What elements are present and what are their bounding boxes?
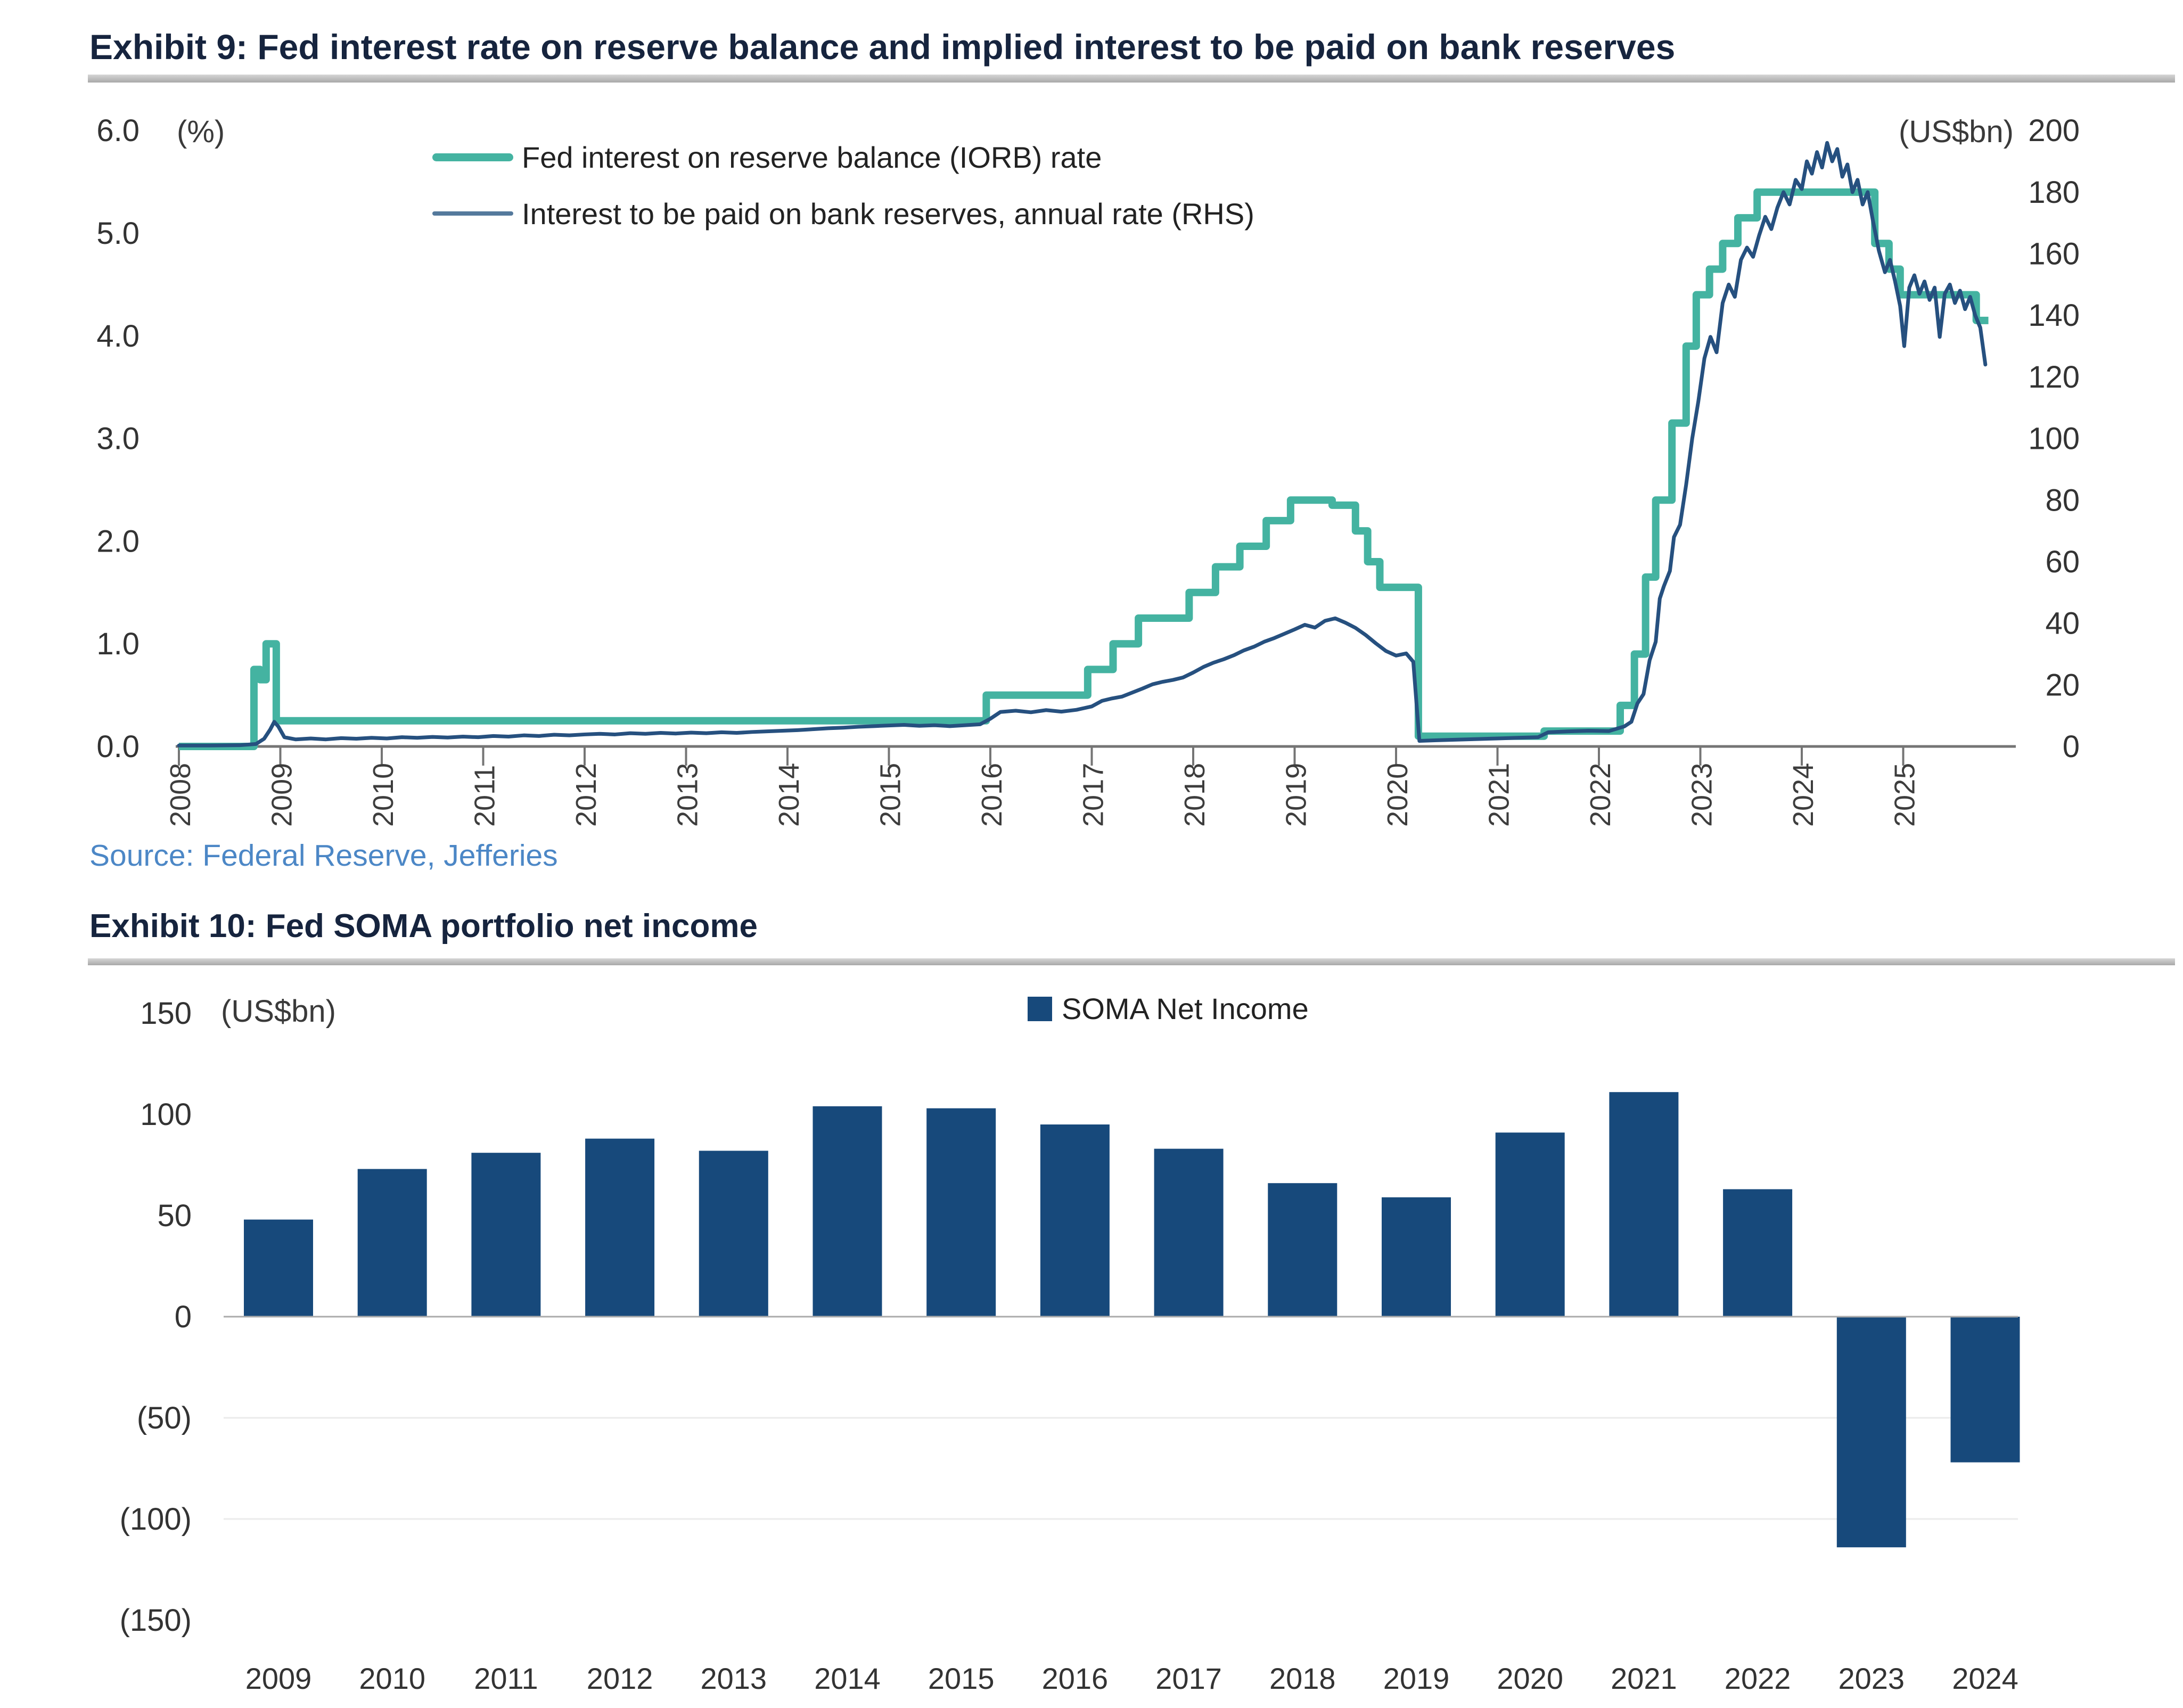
bar-2024 bbox=[1950, 1317, 2020, 1463]
exhibit9-divider bbox=[88, 75, 2175, 83]
bar-2011 bbox=[471, 1153, 541, 1317]
left-axis-tick-label: 0.0 bbox=[96, 729, 139, 764]
x-axis-category-label: 2022 bbox=[1725, 1662, 1791, 1695]
x-axis-category-label: 2018 bbox=[1269, 1662, 1336, 1695]
x-axis-tick-label: 2009 bbox=[266, 763, 298, 827]
x-axis-category-label: 2011 bbox=[474, 1662, 538, 1695]
x-axis-tick-label: 2018 bbox=[1179, 763, 1211, 827]
reserves-legend-label: Interest to be paid on bank reserves, an… bbox=[522, 196, 1254, 231]
x-axis-category-label: 2013 bbox=[701, 1662, 767, 1695]
x-axis-tick-label: 2025 bbox=[1889, 763, 1921, 827]
x-axis-category-label: 2019 bbox=[1383, 1662, 1450, 1695]
right-axis-tick-label: 80 bbox=[2045, 483, 2080, 518]
bar-2020 bbox=[1495, 1132, 1565, 1317]
x-axis-category-label: 2021 bbox=[1611, 1662, 1677, 1695]
reserves-line-swatch-icon bbox=[432, 211, 513, 216]
bar-2015 bbox=[926, 1108, 996, 1317]
left-axis-tick-label: 6.0 bbox=[96, 113, 139, 148]
bar-2023 bbox=[1836, 1317, 1906, 1548]
bar-2016 bbox=[1040, 1124, 1110, 1317]
exhibit10-axis-unit: (US$bn) bbox=[221, 994, 336, 1029]
right-axis-tick-label: 100 bbox=[2028, 422, 2080, 456]
y-axis-tick-label: 150 bbox=[140, 996, 192, 1031]
bar-2014 bbox=[813, 1106, 882, 1317]
right-axis-tick-label: 140 bbox=[2028, 298, 2080, 333]
x-axis-tick-label: 2016 bbox=[976, 763, 1008, 827]
x-axis-category-label: 2016 bbox=[1042, 1662, 1109, 1695]
bar-2009 bbox=[244, 1219, 313, 1317]
right-axis-tick-label: 20 bbox=[2045, 668, 2080, 702]
right-axis-tick-label: 180 bbox=[2028, 175, 2080, 210]
left-axis-tick-label: 5.0 bbox=[96, 216, 139, 251]
x-axis-category-label: 2010 bbox=[359, 1662, 425, 1695]
bar-2019 bbox=[1382, 1197, 1451, 1317]
exhibit9-right-axis-unit: (US$bn) bbox=[1899, 114, 2014, 149]
y-axis-tick-label: 100 bbox=[140, 1097, 192, 1132]
x-axis-tick-label: 2017 bbox=[1078, 763, 1110, 827]
y-axis-tick-label: (50) bbox=[137, 1401, 192, 1435]
x-axis-category-label: 2024 bbox=[1952, 1662, 2018, 1695]
source-note: Source: Federal Reserve, Jefferies bbox=[89, 839, 558, 873]
exhibit10-divider bbox=[88, 958, 2175, 965]
left-axis-tick-label: 4.0 bbox=[96, 319, 139, 354]
x-axis-tick-label: 2014 bbox=[773, 763, 805, 827]
x-axis-tick-label: 2019 bbox=[1281, 763, 1312, 827]
legend-item-iorb: Fed interest on reserve balance (IORB) r… bbox=[432, 141, 1254, 174]
right-axis-tick-label: 160 bbox=[2028, 237, 2080, 272]
exhibit10-bar-chart: 150 100 50 0 (50) (100) (150) 2009 2010 2011 2012 2… bbox=[120, 996, 2020, 1695]
left-axis-tick-label: 2.0 bbox=[96, 524, 139, 559]
iorb-line-swatch-icon bbox=[432, 153, 513, 161]
interest-paid-line bbox=[177, 141, 1988, 748]
exhibit9-left-axis-unit: (%) bbox=[177, 114, 225, 149]
bar-2013 bbox=[699, 1151, 768, 1317]
x-axis-tick-label: 2021 bbox=[1483, 763, 1515, 827]
soma-legend-label: SOMA Net Income bbox=[1062, 992, 1309, 1025]
y-axis-tick-label: (150) bbox=[120, 1603, 192, 1638]
x-axis-tick-label: 2022 bbox=[1585, 763, 1616, 827]
left-axis-tick-label: 1.0 bbox=[96, 627, 139, 661]
exhibit9-title: Exhibit 9: Fed interest rate on reserve … bbox=[89, 27, 1676, 67]
bar-2018 bbox=[1268, 1183, 1337, 1317]
right-axis-tick-label: 0 bbox=[2063, 729, 2080, 764]
right-axis-tick-label: 60 bbox=[2045, 545, 2080, 579]
bar-2010 bbox=[357, 1169, 427, 1317]
soma-bar-swatch-icon bbox=[1028, 996, 1052, 1021]
exhibit10-legend: SOMA Net Income bbox=[1028, 991, 1309, 1026]
x-axis-tick-label: 2008 bbox=[165, 763, 196, 827]
x-axis-tick-label: 2024 bbox=[1787, 763, 1819, 827]
bar-2021 bbox=[1609, 1092, 1679, 1317]
bar-2022 bbox=[1723, 1189, 1793, 1317]
bar-2017 bbox=[1154, 1148, 1224, 1317]
exhibit9-line-chart: 2008 2009 2010 2011 2012 2013 2014 2015 2016 2017… bbox=[96, 113, 2080, 827]
x-axis-tick-label: 2015 bbox=[875, 763, 907, 827]
x-axis-tick-label: 2020 bbox=[1382, 763, 1414, 827]
y-axis-tick-label: 0 bbox=[175, 1300, 192, 1334]
x-axis-tick-label: 2011 bbox=[469, 765, 501, 827]
x-axis-category-label: 2009 bbox=[245, 1662, 312, 1695]
iorb-legend-label: Fed interest on reserve balance (IORB) r… bbox=[522, 140, 1102, 174]
x-axis-tick-label: 2013 bbox=[672, 763, 704, 827]
x-axis-category-label: 2012 bbox=[587, 1662, 653, 1695]
right-axis-tick-label: 120 bbox=[2028, 360, 2080, 395]
x-axis-category-label: 2020 bbox=[1497, 1662, 1563, 1695]
bar-2012 bbox=[585, 1138, 655, 1317]
x-axis-category-label: 2015 bbox=[928, 1662, 995, 1695]
y-axis-tick-label: (100) bbox=[120, 1502, 192, 1537]
right-axis-tick-label: 40 bbox=[2045, 606, 2080, 641]
iorb-rate-line bbox=[179, 188, 1989, 750]
exhibit9-legend: Fed interest on reserve balance (IORB) r… bbox=[432, 141, 1254, 253]
y-axis-tick-label: 50 bbox=[157, 1198, 192, 1233]
left-axis-tick-label: 3.0 bbox=[96, 422, 139, 456]
x-axis-tick-label: 2012 bbox=[570, 763, 602, 827]
exhibit10-title: Exhibit 10: Fed SOMA portfolio net incom… bbox=[89, 908, 758, 945]
x-axis-tick-label: 2023 bbox=[1686, 763, 1718, 827]
x-axis-category-label: 2017 bbox=[1155, 1662, 1222, 1695]
right-axis-tick-label: 200 bbox=[2028, 113, 2080, 148]
x-axis-category-label: 2014 bbox=[814, 1662, 881, 1695]
legend-item-reserves: Interest to be paid on bank reserves, an… bbox=[432, 196, 1254, 231]
x-axis-tick-label: 2010 bbox=[367, 763, 399, 827]
x-axis-category-label: 2023 bbox=[1839, 1662, 1905, 1695]
